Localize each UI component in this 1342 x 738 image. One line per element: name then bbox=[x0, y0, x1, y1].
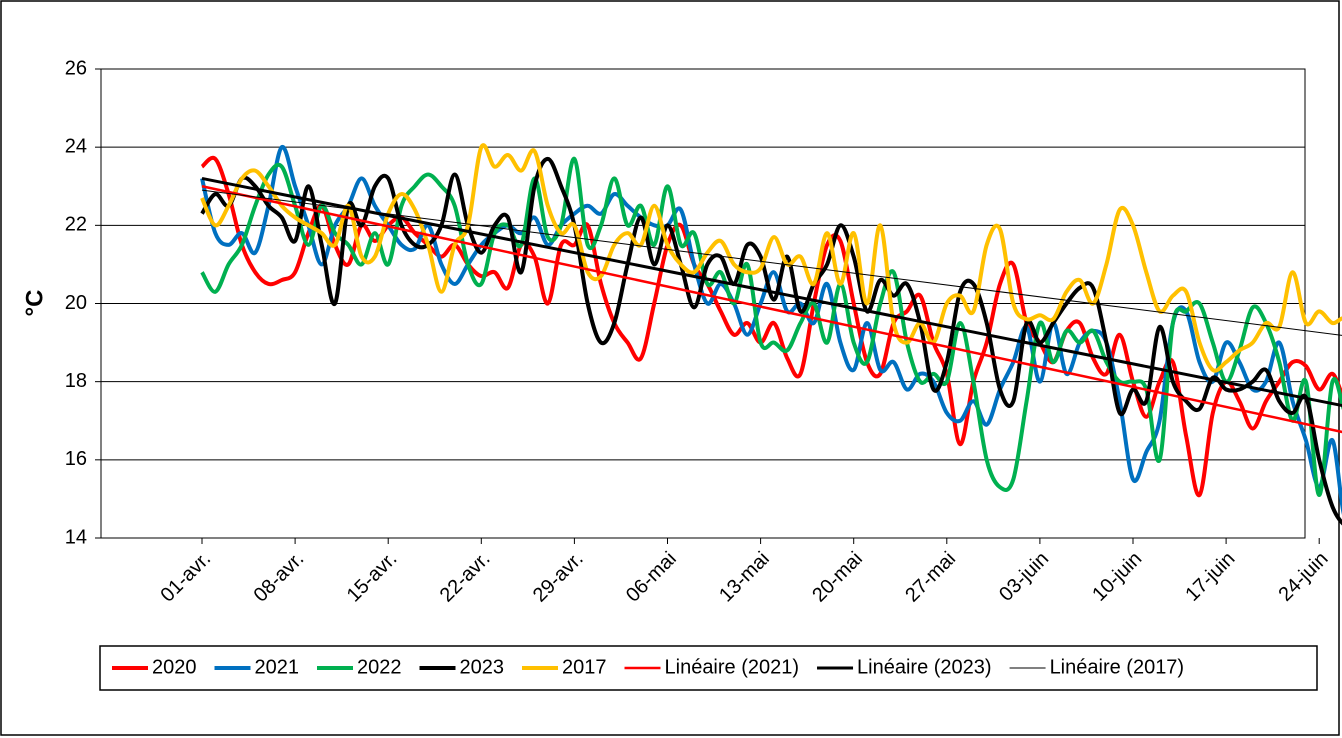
y-axis-label: °C bbox=[21, 290, 48, 317]
legend-label: Linéaire (2023) bbox=[857, 656, 992, 678]
legend-label: Linéaire (2017) bbox=[1050, 656, 1185, 678]
series-line bbox=[200, 143, 1342, 373]
y-tick-label: 20 bbox=[65, 292, 87, 314]
trend-line bbox=[201, 185, 1342, 434]
series-line bbox=[200, 156, 1342, 526]
y-tick-label: 26 bbox=[65, 57, 87, 79]
series-line bbox=[200, 156, 1342, 498]
legend-box bbox=[99, 645, 1318, 691]
plot-area bbox=[100, 68, 1306, 539]
trend-line bbox=[201, 189, 1342, 336]
y-tick-label: 16 bbox=[65, 448, 87, 470]
y-tick-label: 18 bbox=[65, 370, 87, 392]
legend-label: 2022 bbox=[357, 656, 402, 678]
y-tick-label: 22 bbox=[65, 214, 87, 236]
y-tick-label: 14 bbox=[65, 526, 87, 548]
trend-line bbox=[201, 176, 1342, 408]
legend-label: 2020 bbox=[152, 656, 197, 678]
legend-label: 2017 bbox=[562, 656, 607, 678]
legend-label: 2021 bbox=[255, 656, 300, 678]
y-tick-label: 24 bbox=[65, 135, 87, 157]
legend-label: 2023 bbox=[460, 656, 505, 678]
legend-label: Linéaire (2021) bbox=[665, 656, 800, 678]
